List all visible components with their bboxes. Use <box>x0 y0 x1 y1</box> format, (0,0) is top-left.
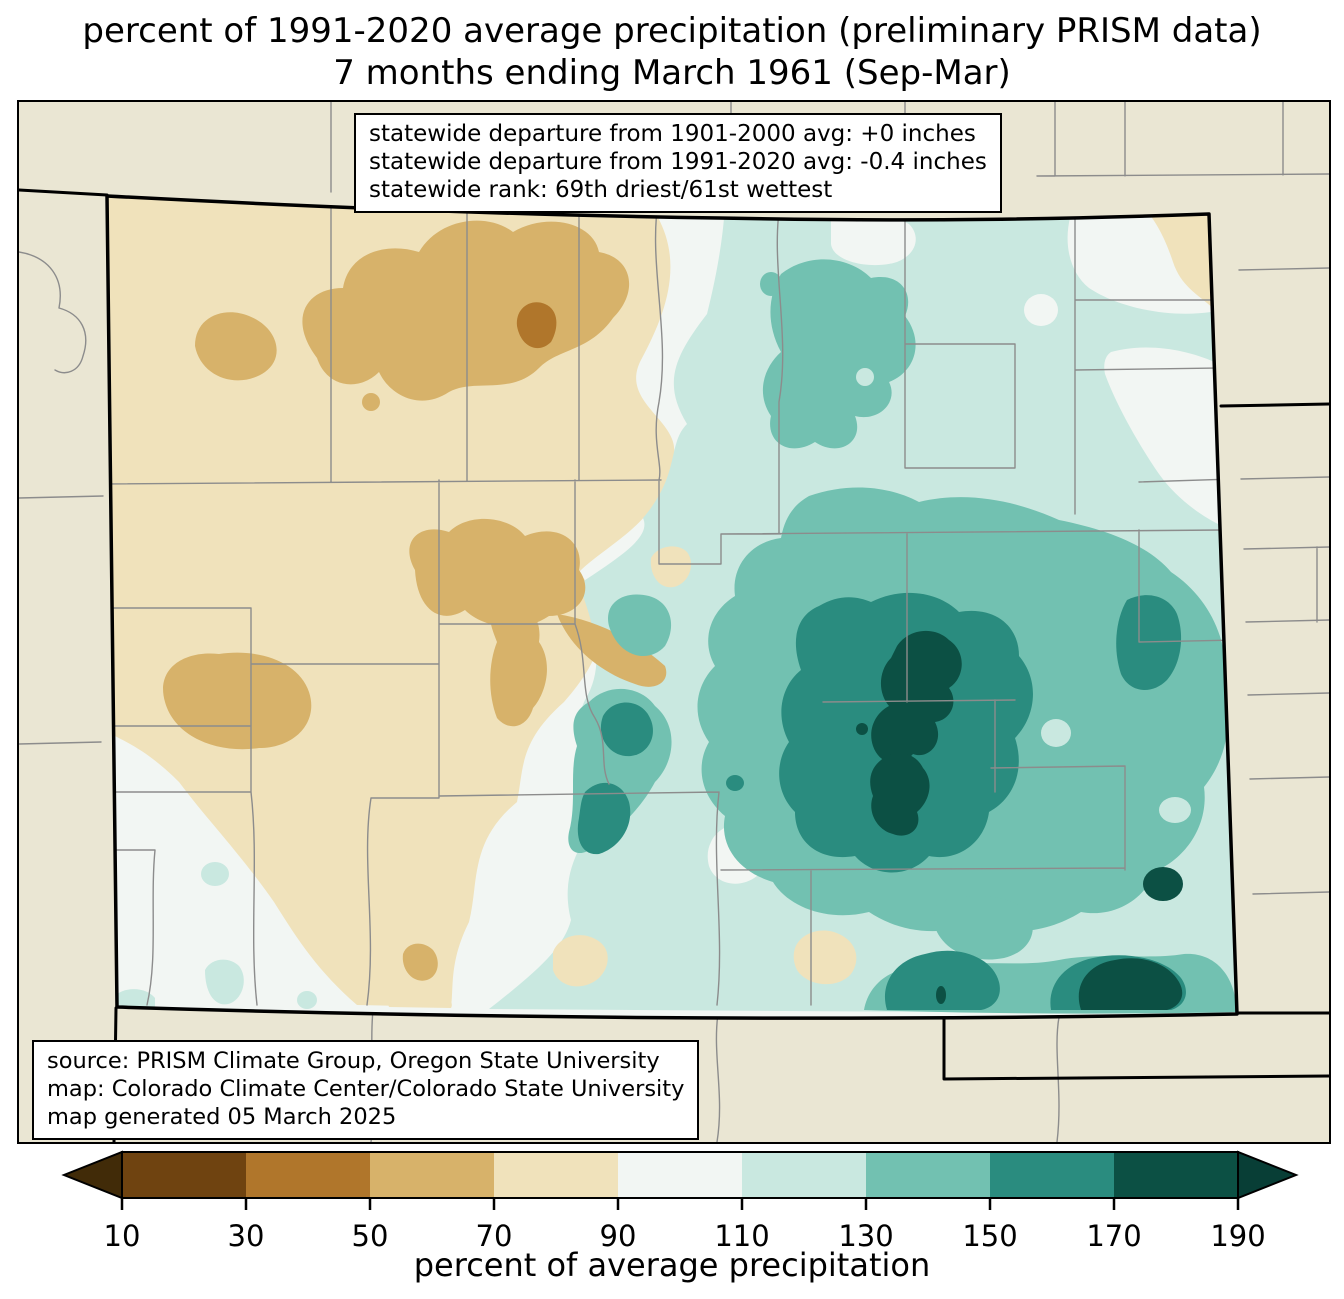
colorbar-tick-label: 190 <box>1210 1219 1265 1253</box>
light-holes <box>856 368 1191 936</box>
driest-core <box>516 302 557 349</box>
figure-title: percent of 1991-2020 average precipitati… <box>0 10 1344 94</box>
colorado-precipitation-map <box>19 102 1329 1142</box>
colorbar: 10 30 50 70 90 110 130 150 170 190 <box>0 1146 1344 1262</box>
source-line-1: source: PRISM Climate Group, Oregon Stat… <box>47 1048 660 1074</box>
wettest-cores <box>856 630 1183 1010</box>
stats-line-2: statewide departure from 1991-2020 avg: … <box>369 149 987 175</box>
colorbar-over-arrow <box>1237 1150 1299 1200</box>
title-line-2: 7 months ending March 1961 (Sep-Mar) <box>333 53 1011 93</box>
colorbar-segment <box>1114 1152 1238 1198</box>
colorbar-segment <box>122 1152 246 1198</box>
sw-light-teal-blobs <box>117 862 317 1009</box>
colorbar-segment <box>742 1152 866 1198</box>
stats-line-3: statewide rank: 69th driest/61st wettest <box>369 177 833 203</box>
stats-line-1: statewide departure from 1901-2000 avg: … <box>369 121 976 147</box>
colorbar-tick-label: 110 <box>714 1219 769 1253</box>
colorbar-segment <box>866 1152 990 1198</box>
colorbar-axis-label: percent of average precipitation <box>413 1246 931 1284</box>
tan-patches <box>304 214 1213 1008</box>
neighbor-state-borders <box>19 188 1329 1142</box>
colorbar-under-arrow <box>61 1150 123 1200</box>
colorbar-segment <box>370 1152 494 1198</box>
statewide-stats-box: statewide departure from 1901-2000 avg: … <box>354 113 1002 213</box>
colorbar-tick-label: 170 <box>1086 1219 1141 1253</box>
colorbar-tick-label: 10 <box>104 1219 141 1253</box>
colorbar-tick-label: 50 <box>352 1219 389 1253</box>
colorbar-tick-label: 30 <box>228 1219 265 1253</box>
precipitation-contours <box>107 196 1237 1019</box>
source-line-2: map: Colorado Climate Center/Colorado St… <box>47 1076 685 1102</box>
colorbar-segment <box>494 1152 618 1198</box>
colorbar-segment <box>246 1152 370 1198</box>
colorbar-svg: 10 30 50 70 90 110 130 150 170 190 <box>61 1150 1299 1253</box>
source-line-3: map generated 05 March 2025 <box>47 1104 397 1130</box>
dry-blobs <box>163 220 667 981</box>
colorbar-segment <box>990 1152 1114 1198</box>
colorbar-tick-label: 150 <box>962 1219 1017 1253</box>
map-axes-frame: statewide departure from 1901-2000 avg: … <box>17 100 1331 1144</box>
colorbar-tick-label: 90 <box>600 1219 637 1253</box>
colorbar-outline <box>121 1151 1239 1199</box>
colorbar-tick-label: 130 <box>838 1219 893 1253</box>
colorbar-segment <box>618 1152 742 1198</box>
title-line-1: percent of 1991-2020 average precipitati… <box>82 11 1262 51</box>
colorado-county-lines <box>107 196 1237 1006</box>
source-attribution-box: source: PRISM Climate Group, Oregon Stat… <box>32 1040 700 1140</box>
colorbar-tick-label: 70 <box>476 1219 513 1253</box>
